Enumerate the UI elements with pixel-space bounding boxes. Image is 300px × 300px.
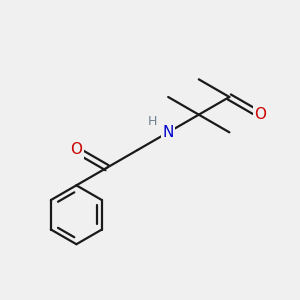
Text: N: N — [163, 125, 174, 140]
Text: H: H — [148, 115, 158, 128]
Text: O: O — [70, 142, 83, 158]
Text: O: O — [254, 107, 266, 122]
